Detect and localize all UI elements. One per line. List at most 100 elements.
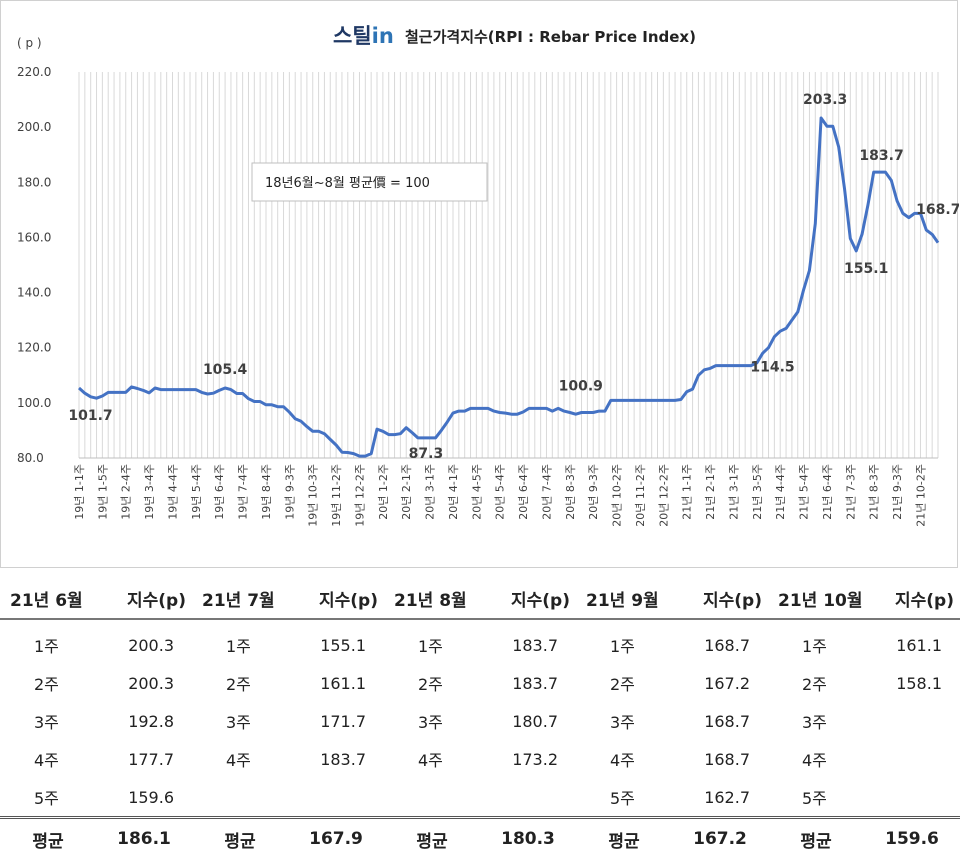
x-tick-label: 19년 12-2주 bbox=[353, 464, 366, 527]
data-labels: 101.7 105.4 87.3 100.9 114.5 203.3 155.1 183.7 1… bbox=[68, 1, 959, 462]
y-tick-label: 220.0 bbox=[17, 65, 51, 79]
y-tick-label: 140.0 bbox=[17, 286, 51, 300]
x-tick-label: 20년 11-2주 bbox=[634, 464, 647, 527]
value-cell: 158.1 bbox=[896, 673, 942, 693]
value-cell: 155.1 bbox=[320, 635, 366, 655]
data-label: 101.7 bbox=[68, 408, 112, 424]
value-cell: 200.3 bbox=[128, 673, 174, 693]
x-tick-label: 19년 4-4주 bbox=[166, 464, 179, 520]
week-cell: 2주 bbox=[34, 675, 59, 694]
index-header: 지수(p) bbox=[288, 578, 384, 620]
x-tick-label: 21년 9-3주 bbox=[891, 464, 904, 520]
value-cell: 162.7 bbox=[704, 787, 750, 807]
x-tick-label: 20년 1-2주 bbox=[377, 464, 390, 520]
title-logo-text: 스틸 bbox=[333, 24, 372, 48]
x-tick-label: 21년 3-1주 bbox=[727, 464, 740, 520]
average-label: 평균 bbox=[0, 816, 96, 859]
x-tick-labels: 19년 1-1주 19년 1-5주 19년 2-4주 19년 3-4주 19년 4-4주… bbox=[73, 464, 927, 527]
x-tick-label: 20년 8-3주 bbox=[564, 464, 577, 520]
average-value: 186.1 bbox=[96, 816, 192, 859]
svg-text:스틸in: 스틸in bbox=[333, 24, 394, 48]
table-row: 5주 159.6 5주 162.7 5주 bbox=[0, 778, 960, 818]
data-label: 114.5 bbox=[750, 360, 794, 376]
note-text: 18년6월~8월 평균價 = 100 bbox=[265, 176, 430, 191]
average-value: 167.2 bbox=[672, 816, 768, 859]
week-cell: 4주 bbox=[418, 751, 443, 770]
value-cell: 183.7 bbox=[512, 635, 558, 655]
week-cell: 5주 bbox=[610, 789, 635, 808]
y-tick-labels: 80.0 100.0 120.0 140.0 160.0 180.0 200.0 220.0 bbox=[17, 65, 51, 465]
y-tick-label: 100.0 bbox=[17, 396, 51, 410]
month-header: 21년 9월 bbox=[576, 578, 672, 620]
x-tick-label: 21년 4-4주 bbox=[774, 464, 787, 520]
x-tick-label: 21년 7-3주 bbox=[844, 464, 857, 520]
x-tick-label: 20년 5-4주 bbox=[494, 464, 507, 520]
value-cell: 192.8 bbox=[128, 711, 174, 731]
y-tick-label: 160.0 bbox=[17, 230, 51, 244]
week-cell: 1주 bbox=[610, 637, 635, 656]
week-cell: 4주 bbox=[34, 751, 59, 770]
data-label: 168.7 bbox=[916, 202, 959, 218]
value-cell: 168.7 bbox=[704, 749, 750, 769]
value-cell: 200.3 bbox=[128, 635, 174, 655]
month-header: 21년 8월 bbox=[384, 578, 480, 620]
note-box: 18년6월~8월 평균價 = 100 bbox=[251, 162, 488, 202]
value-cell: 159.6 bbox=[128, 787, 174, 807]
value-cell bbox=[864, 740, 960, 778]
week-cell: 3주 bbox=[802, 713, 827, 732]
table-row: 2주 200.3 2주 161.1 2주 183.7 2주 167.2 2주 158.1 bbox=[0, 664, 960, 702]
x-tick-label: 21년 5-4주 bbox=[798, 464, 811, 520]
week-cell bbox=[384, 778, 480, 818]
average-label: 평균 bbox=[768, 816, 864, 859]
average-value: 167.9 bbox=[288, 816, 384, 859]
x-tick-label: 19년 1-1주 bbox=[73, 464, 86, 520]
value-cell bbox=[288, 778, 384, 818]
x-tick-label: 20년 3-1주 bbox=[424, 464, 437, 520]
data-label: 203.3 bbox=[803, 92, 847, 108]
value-cell: 177.7 bbox=[128, 749, 174, 769]
y-tick-label: 120.0 bbox=[17, 341, 51, 355]
week-cell: 1주 bbox=[34, 637, 59, 656]
chart-title: 철근가격지수(RPI : Rebar Price Index) bbox=[405, 28, 696, 46]
value-cell bbox=[864, 702, 960, 740]
x-tick-label: 20년 12-2주 bbox=[657, 464, 670, 527]
weekly-price-table: 21년 6월 지수(p) 21년 7월 지수(p) 21년 8월 지수(p) 2… bbox=[0, 578, 960, 859]
value-cell: 168.7 bbox=[704, 635, 750, 655]
data-label: 100.9 bbox=[559, 378, 603, 394]
table-row: 4주 177.7 4주 183.7 4주 173.2 4주 168.7 4주 bbox=[0, 740, 960, 778]
y-tick-label: 80.0 bbox=[17, 451, 44, 465]
table-row: 3주 192.8 3주 171.7 3주 180.7 3주 168.7 3주 bbox=[0, 702, 960, 740]
week-cell: 2주 bbox=[418, 675, 443, 694]
data-label: 87.3 bbox=[409, 446, 444, 462]
value-cell: 183.7 bbox=[320, 749, 366, 769]
month-header: 21년 6월 bbox=[0, 578, 96, 620]
x-tick-label: 20년 4-5주 bbox=[470, 464, 483, 520]
week-cell: 4주 bbox=[610, 751, 635, 770]
y-tick-label: 200.0 bbox=[17, 120, 51, 134]
week-cell: 4주 bbox=[226, 751, 251, 770]
month-header: 21년 10월 bbox=[768, 578, 864, 620]
table-row: 1주 200.3 1주 155.1 1주 183.7 1주 168.7 1주 161.1 bbox=[0, 619, 960, 664]
x-tick-label: 19년 8-4주 bbox=[260, 464, 273, 520]
index-header: 지수(p) bbox=[96, 578, 192, 620]
table-header: 21년 6월 지수(p) 21년 7월 지수(p) 21년 8월 지수(p) 2… bbox=[0, 578, 960, 620]
value-cell: 161.1 bbox=[896, 635, 942, 655]
x-tick-label: 21년 2-1주 bbox=[704, 464, 717, 520]
week-cell: 3주 bbox=[418, 713, 443, 732]
table-body: 1주 200.3 1주 155.1 1주 183.7 1주 168.7 1주 161.1 … bbox=[0, 619, 960, 818]
x-tick-label: 20년 2-1주 bbox=[400, 464, 413, 520]
x-tick-label: 21년 10-2주 bbox=[914, 464, 927, 527]
x-tick-label: 19년 3-4주 bbox=[143, 464, 156, 520]
x-tick-label: 19년 6-4주 bbox=[213, 464, 226, 520]
y-tick-label: 180.0 bbox=[17, 175, 51, 189]
rpi-line-chart: 스틸in 철근가격지수(RPI : Rebar Price Index) ( p… bbox=[17, 1, 959, 527]
value-cell: 167.2 bbox=[704, 673, 750, 693]
average-value: 159.6 bbox=[864, 816, 960, 859]
average-label: 평균 bbox=[384, 816, 480, 859]
series-line bbox=[77, 116, 940, 458]
average-label: 평균 bbox=[192, 816, 288, 859]
x-tick-label: 19년 7-4주 bbox=[237, 464, 250, 520]
week-cell: 5주 bbox=[34, 789, 59, 808]
x-tick-label: 19년 1-5주 bbox=[96, 464, 109, 520]
x-tick-label: 21년 3-5주 bbox=[751, 464, 764, 520]
